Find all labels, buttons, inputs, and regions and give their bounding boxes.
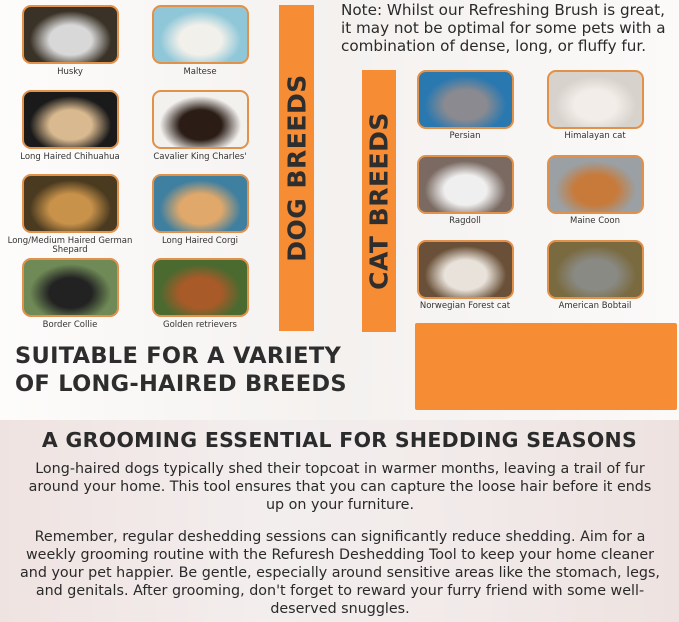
breed-label: Cavalier King Charles' xyxy=(153,152,247,162)
breed-label: Ragdoll xyxy=(449,216,481,226)
dog-photo xyxy=(22,90,119,149)
dog-photo xyxy=(152,5,249,64)
grooming-section: A GROOMING ESSENTIAL FOR SHEDDING SEASON… xyxy=(0,420,679,622)
dog-breeds-title: DOG BREEDS xyxy=(282,74,311,262)
headline-line-1: SUITABLE FOR A VARIETY xyxy=(15,343,342,369)
dog-photo xyxy=(22,5,119,64)
dog-breeds-banner: DOG BREEDS xyxy=(279,5,314,331)
breed-label: Long Haired Chihuahua xyxy=(20,152,120,162)
cat-photo xyxy=(547,70,644,129)
breed-label: Golden retrievers xyxy=(162,320,237,330)
breed-label: Persian xyxy=(449,131,481,141)
breed-label: American Bobtail xyxy=(558,301,632,311)
headline-line-2: OF LONG-HAIRED BREEDS xyxy=(15,371,347,397)
dog-photo xyxy=(22,258,119,317)
dog-photo xyxy=(152,258,249,317)
note-text: Note: Whilst our Refreshing Brush is gre… xyxy=(341,1,666,55)
breed-label: Long/Medium Haired German Shepard xyxy=(7,236,133,255)
cat-photo xyxy=(417,240,514,299)
breed-label: Husky xyxy=(57,67,83,77)
breed-label: Maine Coon xyxy=(570,216,620,226)
cat-photo xyxy=(417,70,514,129)
grooming-heading: A GROOMING ESSENTIAL FOR SHEDDING SEASON… xyxy=(41,428,638,452)
cat-breeds-banner: CAT BREEDS xyxy=(362,70,396,332)
breed-label: Border Collie xyxy=(42,320,98,330)
dog-photo xyxy=(22,174,119,233)
dog-photo xyxy=(152,174,249,233)
cat-photo xyxy=(547,240,644,299)
dog-photo xyxy=(152,90,249,149)
orange-block xyxy=(415,323,677,410)
cat-photo xyxy=(547,155,644,214)
grooming-paragraph-2: Remember, regular deshedding sessions ca… xyxy=(20,529,660,617)
cat-breeds-title: CAT BREEDS xyxy=(364,112,394,290)
breed-label: Himalayan cat xyxy=(564,131,626,141)
grooming-paragraph-1: Long-haired dogs typically shed their to… xyxy=(28,461,652,513)
breed-label: Norwegian Forest cat xyxy=(419,301,511,311)
headline: SUITABLE FOR A VARIETY OF LONG-HAIRED BR… xyxy=(15,342,347,398)
cat-photo xyxy=(417,155,514,214)
breed-label: Maltese xyxy=(183,67,217,77)
breed-label: Long Haired Corgi xyxy=(161,236,239,246)
